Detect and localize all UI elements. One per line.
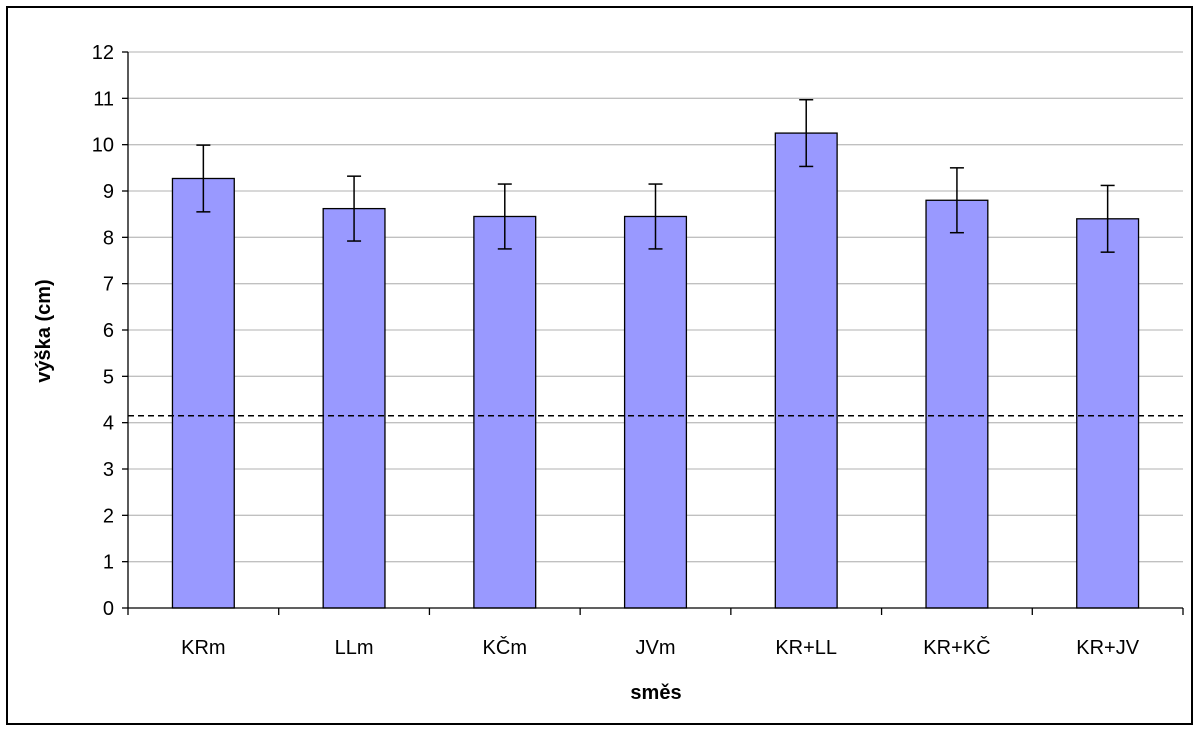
y-tick-label: 11 [93,88,114,110]
y-tick-label: 2 [103,505,114,527]
y-tick-label: 3 [103,459,114,481]
bar-KČm [473,215,537,609]
y-axis-title: výška (cm) [33,279,55,382]
x-tick-label: KR+JV [1076,637,1139,659]
bars [171,132,1140,609]
bar-KRm [171,177,235,609]
y-tick-label: 12 [92,42,114,64]
x-tick-label: KR+LL [775,637,837,659]
y-tick-label: 5 [103,366,114,388]
y-tick-label: 0 [103,598,114,620]
y-tick-label: 4 [103,413,114,435]
x-tick-label: KČm [483,636,527,659]
bar-KR+LL [774,132,838,609]
y-tick-label: 10 [92,135,114,157]
y-tick-label: 6 [103,320,114,342]
bar-JVm [623,215,688,609]
y-tick-label: 1 [103,552,114,574]
x-tick-label: KRm [181,637,225,659]
bar-KR+KČ [925,199,989,609]
bar-LLm [322,207,386,609]
y-tick-label: 7 [103,274,114,296]
x-tick-label: LLm [335,637,374,659]
x-axis-title: směs [630,682,681,704]
y-tick-label: 8 [103,227,114,249]
bar-KR+JV [1076,218,1140,609]
axes [122,51,1184,615]
error-bars [196,98,1115,253]
x-tick-labels: KRm LLm KČm JVm KR+LL KR+KČ KR+JV [181,636,1140,659]
x-tick-label: KR+KČ [923,636,990,659]
y-tick-label: 9 [103,181,114,203]
x-tick-label: JVm [636,637,676,659]
